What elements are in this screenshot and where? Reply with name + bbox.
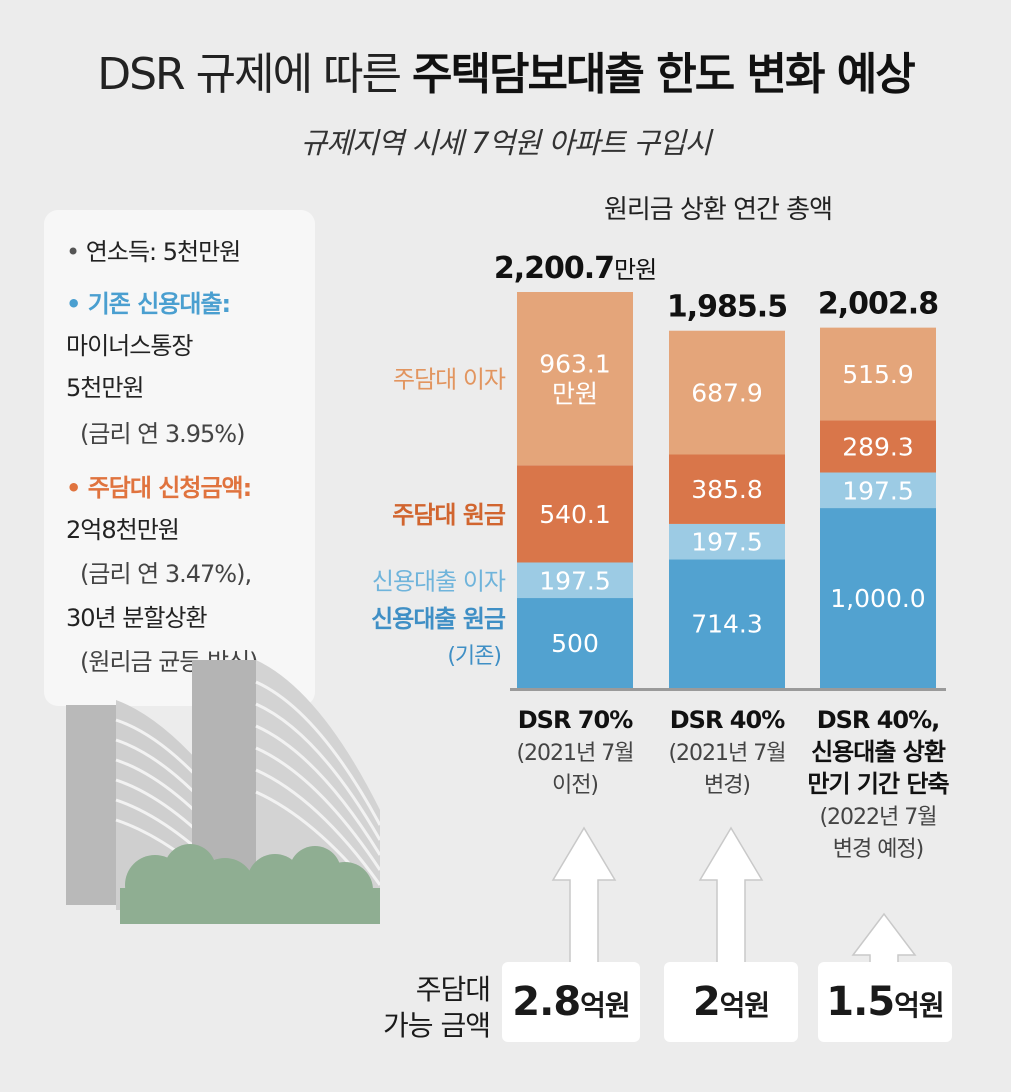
bar-value-label: 197.5 bbox=[539, 566, 611, 595]
loan-limit-unit: 억원 bbox=[719, 989, 771, 1022]
info-existing-loan-label-text: 기존 신용대출: bbox=[87, 290, 231, 318]
x-axis-label: DSR 40% bbox=[670, 706, 785, 734]
bar-segment bbox=[517, 598, 633, 688]
info-existing-loan-type: 마이너스통장 bbox=[66, 332, 193, 360]
bar-value-label: 197.5 bbox=[691, 528, 763, 557]
loan-limit-box: 2.8억원 bbox=[502, 962, 640, 1042]
bar-value-label: 963.1 bbox=[539, 350, 611, 379]
bar-segment bbox=[820, 327, 936, 421]
apartment-illustration bbox=[66, 660, 380, 924]
trees-icon bbox=[120, 844, 380, 924]
arrow-up-icon bbox=[551, 826, 617, 966]
bar-segment bbox=[820, 420, 936, 473]
subtitle: 규제지역 시세 7억원 아파트 구입시 bbox=[300, 126, 712, 160]
x-axis-label: 변경 예정) bbox=[833, 837, 924, 862]
series-label: 신용대출 이자 bbox=[372, 567, 506, 595]
x-axis-label: DSR 70% bbox=[518, 706, 633, 734]
bar-segment bbox=[669, 559, 785, 688]
bar-value-label: 714.3 bbox=[691, 610, 763, 639]
loan-limit-unit: 억원 bbox=[894, 989, 945, 1022]
page-title: DSR 규제에 따른 주택담보대출 한도 변화 예상 bbox=[0, 38, 1011, 102]
loan-limit-label: 주담대 가능 금액 bbox=[340, 972, 491, 1044]
loan-limit-label-line: 주담대 bbox=[415, 973, 491, 1006]
bar-value-label: 515.9 bbox=[842, 360, 914, 389]
series-labels: 신용대출 원금 (기존) 신용대출 이자 주담대 원금 주담대 이자 bbox=[371, 366, 507, 669]
arrow-up-icon bbox=[851, 912, 917, 969]
series-sublabel: (기존) bbox=[447, 644, 501, 669]
info-mortgage-label-text: 주담대 신청금액: bbox=[87, 474, 253, 502]
bar-total-unit: 만원 bbox=[614, 256, 656, 284]
x-axis-label: 만기 기간 단축 bbox=[807, 770, 949, 798]
loan-limit-value: 2.8 bbox=[512, 979, 581, 1025]
x-axis-label: (2021년 7월 bbox=[516, 741, 633, 766]
bar-total-label: 1,985.5 bbox=[667, 290, 787, 325]
info-mortgage-rate: (금리 연 3.47%), bbox=[80, 560, 252, 588]
building-left-icon bbox=[66, 705, 116, 905]
loan-limit-label-line: 가능 금액 bbox=[383, 1009, 491, 1042]
bar-segment bbox=[517, 465, 633, 563]
bar-value-label: 385.8 bbox=[691, 475, 763, 504]
bar-value-unit: 만원 bbox=[552, 380, 598, 409]
bar-value-label: 500 bbox=[551, 629, 599, 658]
bar-segment bbox=[669, 330, 785, 455]
info-existing-loan-rate: (금리 연 3.95%) bbox=[80, 420, 245, 448]
x-axis-label: (2022년 7월 bbox=[819, 805, 936, 830]
title-emphasis: 주택담보대출 한도 변화 예상 bbox=[412, 49, 916, 100]
bar-segment bbox=[517, 292, 633, 466]
x-axis-label: 이전) bbox=[552, 773, 598, 798]
building-right-wing bbox=[255, 660, 380, 910]
bar-value-label: 687.9 bbox=[691, 379, 763, 408]
loan-limit-unit: 억원 bbox=[580, 989, 631, 1022]
bar-segment bbox=[669, 454, 785, 524]
x-axis-label: 신용대출 상환 bbox=[811, 738, 946, 766]
chart-baseline bbox=[510, 688, 946, 691]
totals: 2,200.7만원 1,985.5 2,002.8 bbox=[494, 251, 939, 325]
bar-total-label: 2,200.7만원 bbox=[494, 251, 656, 286]
arrow-up-icon bbox=[698, 826, 764, 966]
loan-limit-value: 1.5 bbox=[826, 979, 895, 1025]
x-axis-label: DSR 40%, bbox=[817, 706, 940, 734]
info-existing-loan-label: • 기존 신용대출: bbox=[66, 290, 231, 318]
x-axis-label: (2021년 7월 bbox=[668, 741, 785, 766]
bar-segment bbox=[517, 562, 633, 599]
info-income: • 연소득: 5천만원 bbox=[66, 238, 241, 266]
series-label: 신용대출 원금 bbox=[371, 605, 506, 633]
info-income-text: 연소득: 5천만원 bbox=[85, 238, 241, 266]
info-mortgage-amount: 2억8천만원 bbox=[66, 516, 180, 544]
info-mortgage-label: • 주담대 신청금액: bbox=[66, 474, 253, 502]
series-label: 주담대 원금 bbox=[392, 501, 506, 529]
chart-title: 원리금 상환 연간 총액 bbox=[604, 195, 832, 225]
info-mortgage-term: 30년 분할상환 bbox=[66, 604, 208, 632]
series-label: 주담대 이자 bbox=[393, 366, 506, 394]
bars-group: 500 197.5 540.1 963.1만원 714.3 197.5 385.8 687.9… bbox=[510, 292, 946, 691]
loan-limit-box: 1.5억원 bbox=[818, 962, 952, 1042]
bar-segment bbox=[669, 523, 785, 560]
bar-value-label: 540.1 bbox=[539, 500, 611, 529]
bar-value-label: 1,000.0 bbox=[830, 584, 925, 613]
info-existing-loan-amount: 5천만원 bbox=[66, 374, 145, 402]
bar-total-label: 2,002.8 bbox=[818, 287, 938, 322]
bar-value-label: 289.3 bbox=[842, 432, 914, 461]
bar-segment bbox=[820, 508, 936, 688]
x-axis-label: 변경) bbox=[704, 773, 750, 798]
bar-value-label: 197.5 bbox=[842, 476, 914, 505]
title-prefix: DSR 규제에 따른 bbox=[97, 49, 402, 100]
loan-limit-box: 2억원 bbox=[664, 962, 798, 1042]
loan-limit-value: 2 bbox=[692, 979, 721, 1025]
bar-segment bbox=[820, 472, 936, 509]
